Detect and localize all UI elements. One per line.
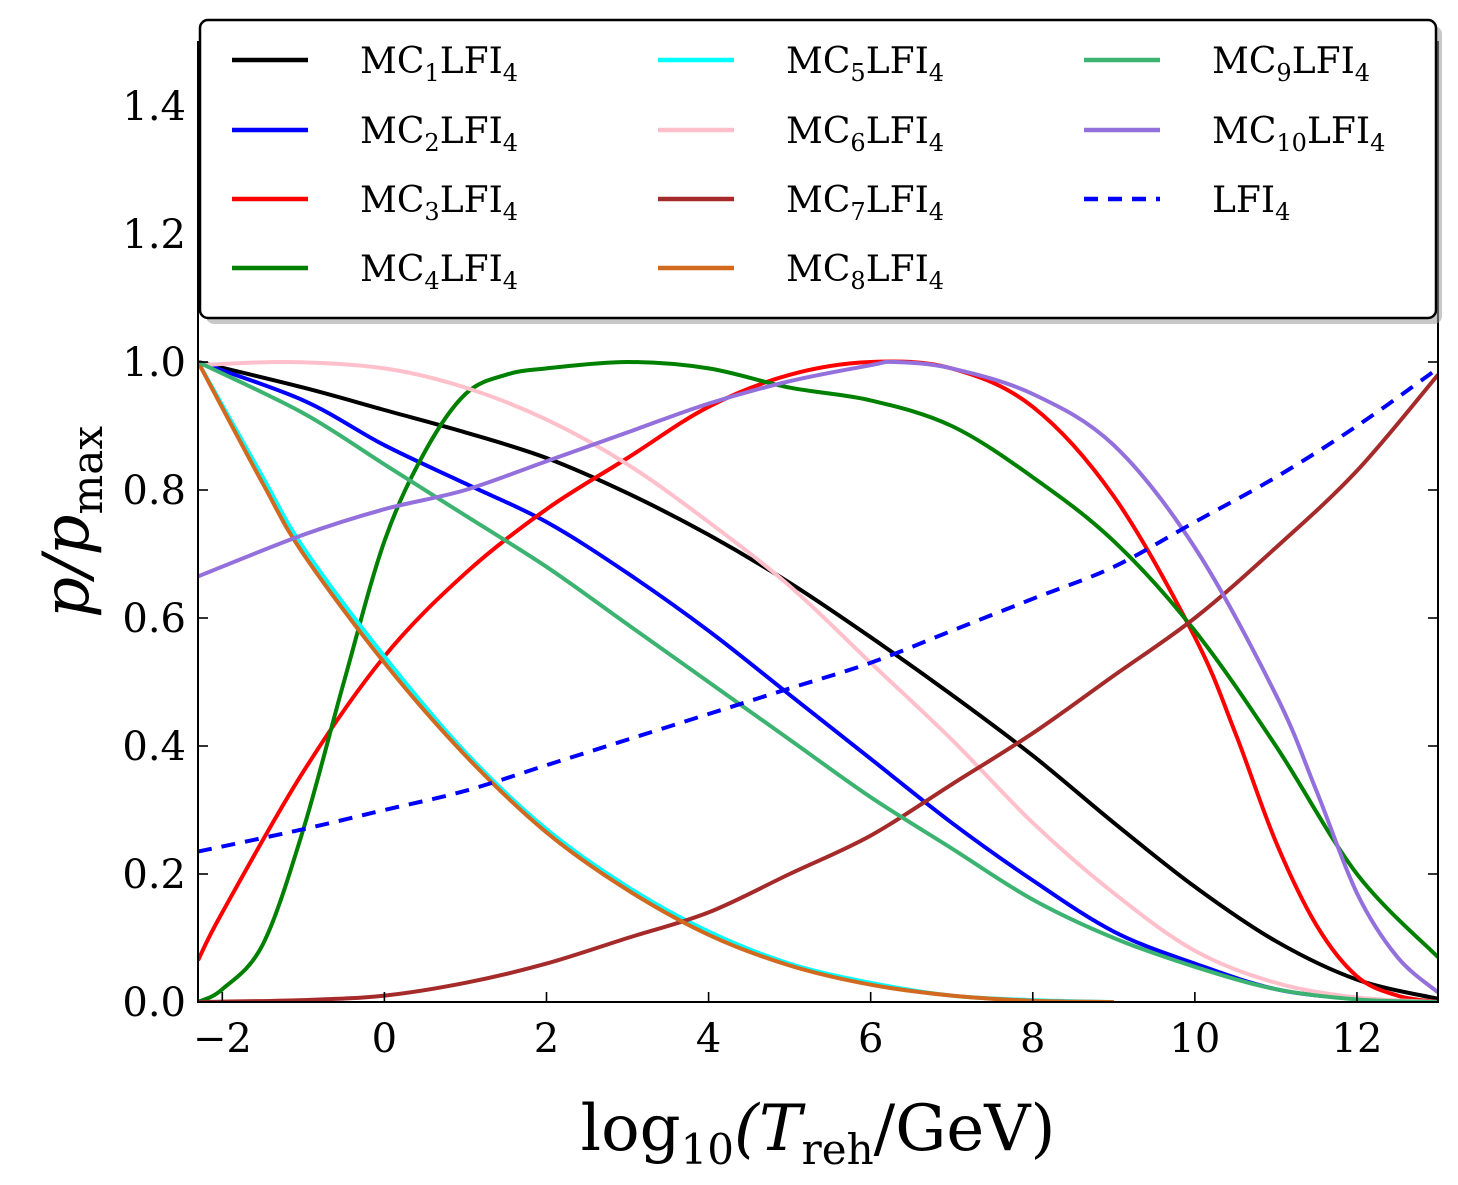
ticks-layer: −2 0 2 4 6 8 10 12 0.0 0.2 0.4 0.6 0.8 1.0 1.2 1.4 bbox=[122, 42, 1438, 1062]
series-line-mc10lfi4 bbox=[198, 359, 1438, 994]
y-tick-label: 0.0 bbox=[122, 980, 186, 1026]
legend-label-mc6lfi4: MC6LFI4 bbox=[786, 111, 944, 157]
y-tick-label: 0.4 bbox=[122, 724, 186, 770]
legend-label-mc4lfi4: MC4LFI4 bbox=[360, 249, 518, 295]
x-tick-label: 10 bbox=[1169, 1016, 1220, 1062]
y-tick-label: 0.6 bbox=[122, 596, 186, 642]
x-axis-title-close: /GeV) bbox=[874, 1092, 1056, 1166]
x-tick-label: 6 bbox=[858, 1016, 883, 1062]
series-line-mc9lfi4 bbox=[198, 360, 1438, 1002]
x-axis-title-sub2: reh bbox=[802, 1125, 874, 1174]
x-axis-title: log10(Treh/GeV) bbox=[581, 1092, 1056, 1174]
y-axis-title-main: p/p bbox=[30, 515, 104, 619]
legend-label-mc9lfi4: MC9LFI4 bbox=[1212, 41, 1370, 87]
series-layer bbox=[198, 359, 1438, 1002]
series-line-mc8lfi4 bbox=[198, 361, 1114, 1002]
legend-label-mc2lfi4: MC2LFI4 bbox=[360, 111, 518, 157]
x-tick-label: −2 bbox=[193, 1016, 252, 1062]
x-tick-label: 2 bbox=[534, 1016, 559, 1062]
y-tick-label: 0.8 bbox=[122, 468, 186, 514]
legend-label-lfi4: LFI4 bbox=[1212, 180, 1290, 226]
series-line-mc4lfi4 bbox=[198, 360, 1438, 1002]
y-tick-label: 0.2 bbox=[122, 852, 186, 898]
series-line-mc1lfi4 bbox=[198, 360, 1438, 1001]
legend-label-mc5lfi4: MC5LFI4 bbox=[786, 41, 944, 87]
y-tick-label: 1.2 bbox=[122, 212, 186, 258]
y-axis-title-sub: max bbox=[63, 426, 112, 515]
legend-label-mc7lfi4: MC7LFI4 bbox=[786, 180, 944, 226]
legend: MC1LFI4 MC2LFI4 MC3LFI4 MC4LFI4 MC5LFI4 MC6LF… bbox=[198, 18, 1442, 324]
y-tick-label: 1.4 bbox=[122, 84, 186, 130]
series-line-mc6lfi4 bbox=[198, 359, 1438, 1002]
legend-box bbox=[198, 18, 1438, 320]
x-tick-label: 4 bbox=[696, 1016, 721, 1062]
x-axis-title-main: log bbox=[581, 1092, 681, 1166]
legend-label-mc1lfi4: MC1LFI4 bbox=[360, 41, 518, 87]
x-axis-title-sub1: 10 bbox=[681, 1125, 734, 1174]
x-tick-label: 8 bbox=[1020, 1016, 1045, 1062]
x-axis-title-open: (T bbox=[734, 1092, 806, 1166]
series-line-mc7lfi4 bbox=[198, 373, 1438, 1002]
legend-items: MC1LFI4 MC2LFI4 MC3LFI4 MC4LFI4 MC5LFI4 MC6LF… bbox=[232, 41, 1385, 295]
legend-label-mc8lfi4: MC8LFI4 bbox=[786, 249, 944, 295]
series-line-lfi4 bbox=[198, 366, 1438, 854]
y-tick-label: 1.0 bbox=[122, 340, 186, 386]
legend-label-mc3lfi4: MC3LFI4 bbox=[360, 180, 518, 226]
x-tick-label: 12 bbox=[1332, 1016, 1383, 1062]
y-axis-title: p/pmax bbox=[30, 426, 112, 618]
x-tick-label: 0 bbox=[372, 1016, 397, 1062]
legend-label-mc10lfi4: MC10LFI4 bbox=[1212, 111, 1385, 157]
